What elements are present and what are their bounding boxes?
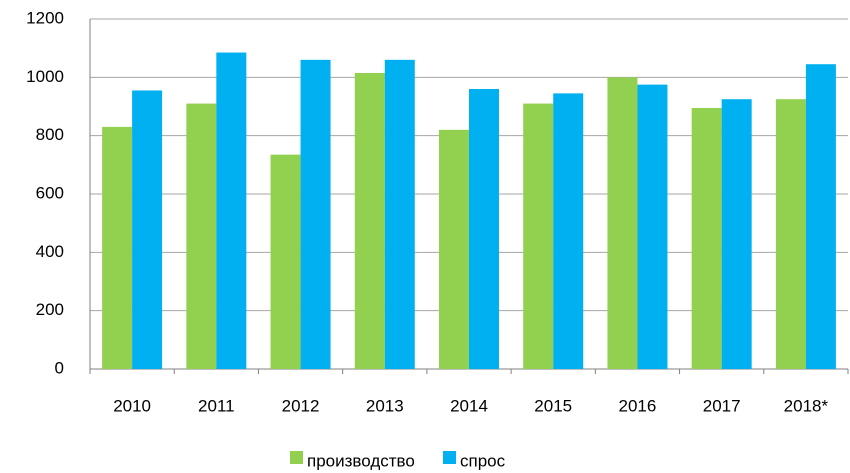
bar bbox=[607, 77, 638, 369]
x-tick-label: 2018* bbox=[784, 396, 829, 415]
x-tick-label: 2011 bbox=[198, 396, 235, 415]
legend-label: спрос bbox=[460, 451, 506, 470]
bar bbox=[691, 107, 722, 369]
bar bbox=[216, 52, 247, 370]
bar bbox=[102, 126, 133, 370]
bar bbox=[270, 154, 301, 369]
y-tick-label: 1000 bbox=[26, 67, 64, 86]
y-tick-label: 800 bbox=[36, 125, 64, 144]
bar bbox=[354, 72, 385, 369]
bar bbox=[775, 99, 806, 369]
bar bbox=[805, 64, 836, 369]
y-tick-label: 600 bbox=[36, 183, 64, 202]
x-tick-label: 2010 bbox=[113, 396, 151, 415]
bar bbox=[439, 129, 469, 369]
y-tick-label: 1200 bbox=[26, 8, 64, 27]
x-tick-label: 2012 bbox=[282, 396, 320, 415]
x-tick-label: 2014 bbox=[450, 396, 488, 415]
bar bbox=[384, 59, 415, 369]
y-tick-label: 0 bbox=[55, 358, 64, 377]
bar bbox=[637, 84, 668, 369]
bar bbox=[300, 59, 331, 369]
legend-swatch bbox=[290, 451, 303, 464]
bar bbox=[132, 90, 163, 369]
x-tick-label: 2017 bbox=[703, 396, 741, 415]
x-tick-label: 2013 bbox=[366, 396, 404, 415]
bar bbox=[523, 103, 554, 369]
legend-swatch bbox=[443, 451, 456, 464]
legend-label: производство bbox=[307, 451, 415, 470]
x-tick-label: 2016 bbox=[619, 396, 657, 415]
bar bbox=[469, 89, 499, 369]
y-tick-label: 200 bbox=[36, 300, 64, 319]
bar bbox=[186, 103, 217, 369]
bar bbox=[721, 99, 752, 369]
x-tick-label: 2015 bbox=[534, 396, 572, 415]
bar bbox=[553, 93, 584, 369]
y-tick-label: 400 bbox=[36, 242, 64, 261]
